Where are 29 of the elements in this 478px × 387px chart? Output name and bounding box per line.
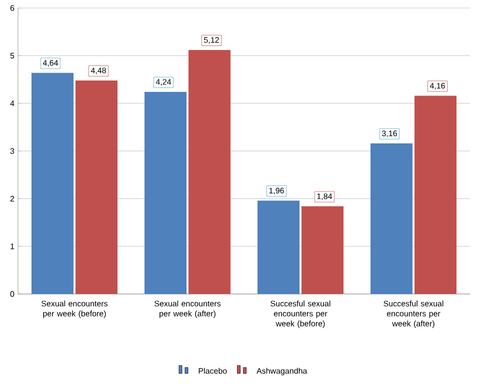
x-tick-label: Sexual encounters per week (after) [154,300,221,318]
bar [76,80,118,294]
x-tick-label: Succesful sexual encounters per week (before) [270,300,330,328]
data-label: 4,24 [156,79,172,86]
data-label: 1,96 [269,188,284,194]
y-tick-label: 3 [10,148,14,154]
data-label: 5,12 [204,37,219,44]
data-label: 4,64 [42,60,58,67]
data-label: 4,48 [90,68,106,74]
bar [144,92,187,294]
x-tick-label: Sexual encounters per week (before) [42,300,108,318]
x-tick-label: Succesful sexual encounters per week (after) [384,300,444,328]
bar [370,143,412,294]
legend-label: Ashwagandha [256,368,308,376]
bar [302,206,344,294]
y-tick-label: 6 [10,5,14,11]
bar [258,200,300,294]
data-label: 3,16 [382,130,397,138]
y-tick-label: 2 [10,196,14,202]
bar [188,50,231,294]
y-tick-label: 0 [10,291,14,297]
legend-label: Placebo [198,368,227,374]
bar [414,96,456,294]
data-label: 1,84 [317,193,332,200]
y-tick-label: 1 [10,244,14,250]
data-label: 4,16 [430,82,445,90]
y-tick-label: 5 [10,52,14,58]
y-tick-label: 4 [10,100,14,106]
bar [32,72,74,294]
